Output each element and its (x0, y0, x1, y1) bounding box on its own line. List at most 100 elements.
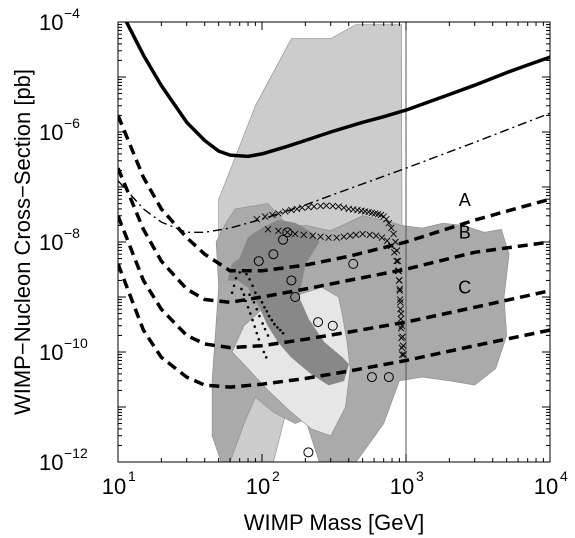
dot-marker (267, 314, 271, 318)
cross-marker (397, 299, 404, 306)
cross-marker (395, 277, 403, 284)
series-curve-6 (118, 263, 550, 389)
x-axis-label: WIMP Mass [GeV] (244, 510, 425, 535)
dot-marker (248, 293, 251, 297)
cross-marker (340, 233, 348, 240)
cross-marker (391, 248, 398, 256)
cross-marker (310, 203, 318, 210)
dot-marker (242, 293, 246, 297)
y-tick-label: 10 (39, 10, 63, 35)
limit-curves (118, 22, 550, 389)
series-curve-c (118, 215, 550, 350)
cross-marker (340, 204, 348, 212)
cross-marker (396, 285, 404, 293)
dot-marker (257, 338, 261, 341)
dot-marker (234, 276, 238, 280)
cross-marker (264, 226, 272, 233)
cross-marker (300, 231, 308, 239)
cross-marker (383, 237, 391, 245)
series-curve-1 (124, 22, 550, 159)
circle-marker (282, 227, 293, 238)
dot-marker (240, 287, 243, 291)
cross-marker (366, 231, 374, 239)
dot-marker (264, 356, 268, 359)
circle-marker (303, 447, 314, 458)
dot-marker (262, 350, 266, 354)
dot-marker (263, 327, 267, 331)
y-tick-label: 10 (39, 450, 63, 475)
cross-marker (325, 234, 332, 241)
cross-marker (333, 234, 340, 241)
dot-marker (273, 322, 276, 326)
dot-marker (230, 291, 234, 294)
cross-marker (398, 351, 406, 358)
y-tick-label: 10 (39, 340, 63, 365)
circle-marker (253, 256, 264, 267)
cross-marker (390, 230, 397, 238)
y-tick-exponent: −4 (64, 5, 80, 21)
y-axis-label: WIMP−Nucleon Cross−Section [pb] (10, 69, 35, 415)
shaded-region-4 (227, 219, 350, 386)
dot-marker (260, 301, 264, 304)
dot-marker (265, 309, 269, 313)
y-tick-label: 10 (39, 120, 63, 145)
y-tick-label: 10 (39, 230, 63, 255)
x-tick-exponent: 1 (128, 468, 136, 484)
circle-marker (383, 372, 394, 383)
cross-marker (329, 202, 337, 210)
y-tick-exponent: −6 (64, 115, 80, 131)
circle-marker (278, 234, 289, 245)
circle-marker (268, 249, 279, 260)
cross-marker (275, 210, 282, 217)
x-tick-exponent: 3 (416, 468, 424, 484)
cross-marker (396, 287, 404, 295)
cross-marker (317, 202, 324, 210)
cross-marker (385, 219, 393, 227)
cross-marker (346, 232, 354, 240)
circle-marker (327, 320, 338, 331)
dot-marker (279, 328, 282, 332)
circle-marker (348, 258, 359, 269)
dot-marker (266, 334, 270, 337)
cross-marker (397, 310, 405, 317)
dot-marker (270, 318, 274, 322)
circle-marker (286, 275, 297, 286)
cross-marker (387, 224, 395, 232)
dot-marker (246, 305, 250, 309)
cross-marker (317, 233, 324, 240)
dot-marker (281, 331, 285, 335)
dot-marker (238, 271, 241, 274)
cross-marker (284, 228, 291, 236)
cross-marker (291, 230, 299, 238)
cross-marker (382, 215, 390, 223)
curve-labels: AB C (458, 190, 471, 297)
cross-marker (323, 202, 330, 209)
series-label-c: C (458, 277, 471, 297)
x-tick-label: 10 (246, 474, 270, 499)
dot-marker (252, 301, 256, 304)
cross-marker (399, 333, 406, 340)
series-label-a: A (459, 190, 471, 210)
cross-marker (396, 296, 404, 303)
dot-marker (251, 318, 254, 322)
dot-marker (253, 325, 257, 328)
dot-marker (232, 284, 236, 288)
y-tick-exponent: −10 (64, 335, 88, 351)
cross-marker (309, 232, 317, 240)
cross-marker (352, 231, 360, 239)
markers (230, 202, 408, 458)
series-curve-b (118, 167, 550, 305)
y-tick-exponent: −8 (64, 225, 80, 241)
dot-marker (249, 312, 252, 315)
cross-marker (397, 324, 405, 332)
circle-marker (313, 317, 324, 328)
x-tick-exponent: 4 (560, 468, 568, 484)
series-curve-a (118, 114, 550, 273)
x-tick-label: 10 (390, 474, 414, 499)
cross-marker (393, 257, 400, 265)
dot-marker (251, 284, 254, 288)
x-tick-exponent: 2 (272, 468, 280, 484)
cross-marker (400, 351, 408, 358)
dot-marker (248, 277, 251, 281)
